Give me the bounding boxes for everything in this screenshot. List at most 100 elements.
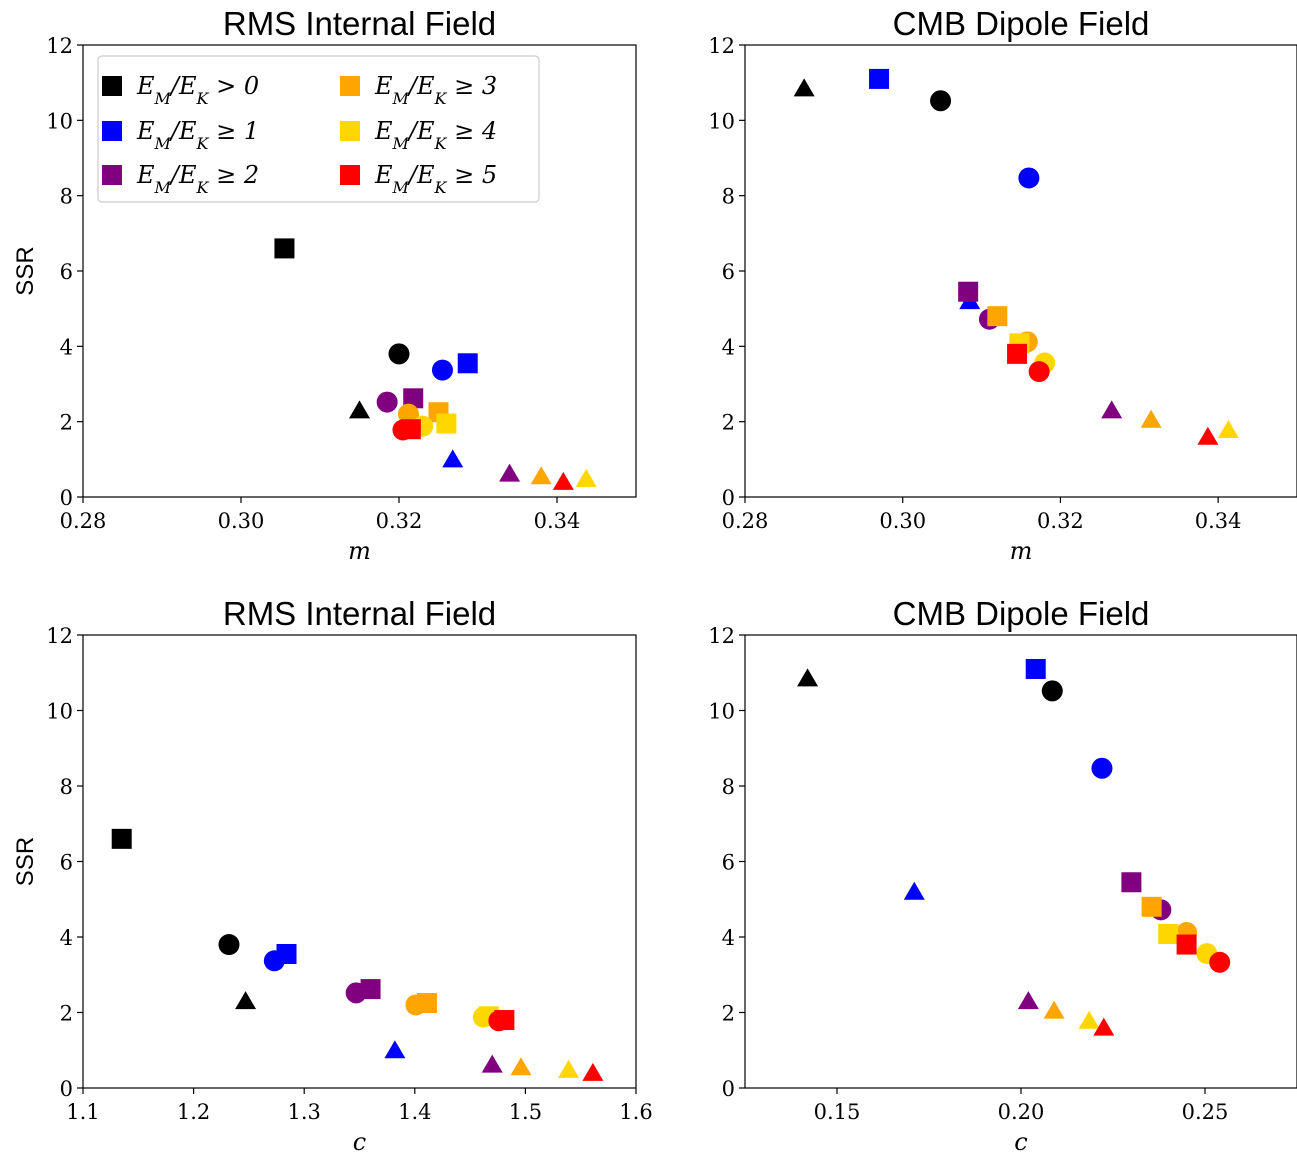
y-tick-label: 12 [46,34,73,58]
y-tick-label: 8 [722,775,735,799]
data-point-circle [930,90,952,112]
y-tick-label: 2 [722,1002,735,1026]
data-point-circle [218,934,240,956]
data-point-square [987,306,1008,327]
data-point-circle [488,1010,510,1032]
data-point-triangle [558,1059,580,1078]
data-point-square [958,281,979,302]
x-tick-label: 1.4 [398,1100,431,1124]
y-tick-label: 8 [722,185,735,209]
data-point-circle [1209,951,1231,973]
data-point-triangle [582,1062,604,1081]
plot-frame [744,634,1297,1089]
data-point-triangle [510,1057,532,1076]
data-point-triangle [1093,1017,1115,1036]
x-tick-label: 1.5 [509,1100,542,1124]
y-tick-label: 10 [46,109,73,133]
x-tick-label: 1.2 [177,1100,210,1124]
data-point-square [1007,343,1028,364]
subplot-3: RMS Internal Field 0 2 4 6 8 10 12 1.1 1.2 1.3 1.4 1… [12,595,653,1153]
data-point-triangle [1043,1000,1065,1019]
data-point-triangle [235,991,257,1010]
data-point-triangle [442,449,464,468]
subplot-title: RMS Internal Field [223,595,496,632]
data-point-circle [1091,757,1113,779]
data-point-circle [405,994,427,1016]
data-point-square [1158,923,1179,944]
data-point-triangle [384,1040,406,1059]
subplot-title: CMB Dipole Field [893,5,1150,42]
y-tick-label: 12 [708,34,735,58]
legend-marker [340,76,360,96]
y-tick-label: 0 [60,1077,73,1101]
x-tick-label: 0.34 [534,509,581,533]
data-point-triangle [1197,426,1219,445]
plot-frame [82,634,637,1089]
y-tick-label: 0 [722,1077,735,1101]
data-point-triangle [1101,400,1123,419]
data-point-triangle [552,471,574,490]
y-axis-label: SSR [12,246,39,295]
x-axis-label: m [1010,537,1033,565]
x-tick-label: 0.30 [218,509,265,533]
subplot-2: CMB Dipole Field 0 2 4 6 8 10 12 0.28 0.30 0.32 0.3… [708,5,1297,565]
subplot-title: CMB Dipole Field [893,595,1150,632]
data-point-square [457,353,478,374]
y-tick-label: 6 [60,260,73,284]
legend-marker [102,76,122,96]
x-axis-label: m [348,537,371,565]
data-point-square [869,68,890,89]
y-tick-label: 4 [722,926,735,950]
x-tick-label: 0.32 [1037,509,1084,533]
y-tick-label: 12 [46,624,73,648]
data-point-circle [431,359,453,381]
legend-marker [340,165,360,185]
data-point-circle [376,391,398,413]
data-point-circle [388,343,410,365]
data-point-circle [1028,361,1050,383]
data-point-square [436,413,457,434]
y-tick-label: 4 [60,335,73,359]
data-point-square [1025,658,1046,679]
x-axis-label: c [1014,1128,1027,1153]
data-point-triangle [793,78,815,97]
legend-marker [340,121,360,141]
data-point-triangle [499,463,521,482]
data-point-circle [345,982,367,1004]
data-point-circle [392,419,414,441]
y-tick-label: 0 [60,486,73,510]
y-tick-label: 6 [60,851,73,875]
data-point-triangle [1017,991,1039,1010]
y-tick-label: 4 [722,335,735,359]
y-axis-label: SSR [12,837,39,886]
y-tick-label: 6 [722,260,735,284]
x-tick-label: 0.25 [1182,1100,1229,1124]
data-point-circle [1041,680,1063,702]
data-point-square [111,828,132,849]
legend-label: EM/EK ≥ 3 [374,72,497,108]
y-tick-label: 12 [708,624,735,648]
x-tick-label: 1.6 [619,1100,652,1124]
y-tick-label: 8 [60,775,73,799]
legend: EM/EK > 0 EM/EK ≥ 1 EM/EK ≥ 2 EM/EK ≥ 3 EM/E… [97,55,540,203]
data-point-triangle [575,468,597,487]
legend-label: EM/EK ≥ 5 [374,161,497,197]
legend-frame [97,55,540,203]
data-point-square [1176,934,1197,955]
data-point-square [274,238,295,259]
data-point-circle [263,950,285,972]
x-tick-label: 0.20 [998,1100,1045,1124]
x-tick-label: 0.28 [60,509,107,533]
x-tick-label: 1.3 [287,1100,320,1124]
subplot-1: RMS Internal Field 0 2 4 6 8 10 12 0.28 0.30 0.32 0… [12,5,637,565]
x-tick-label: 0.30 [879,509,926,533]
legend-marker [102,121,122,141]
y-tick-label: 0 [722,486,735,510]
data-point-triangle [1140,409,1162,428]
x-tick-label: 0.34 [1195,509,1242,533]
y-tick-label: 4 [60,926,73,950]
data-point-triangle [1078,1010,1100,1029]
legend-label: EM/EK ≥ 4 [374,117,497,153]
subplot-title: RMS Internal Field [223,5,496,42]
